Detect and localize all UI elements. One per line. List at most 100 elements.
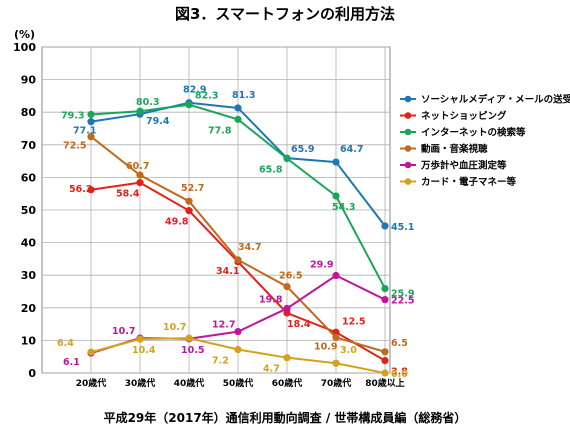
data-point: [381, 369, 389, 377]
data-label: 29.9: [310, 260, 333, 271]
data-point: [234, 345, 242, 354]
data-label: 72.5: [63, 141, 86, 152]
y-tick-label: 10: [21, 334, 37, 347]
data-label: 0.0: [391, 369, 408, 380]
chart-source-footer: 平成29年（2017年）通信利用動向調査 / 世帯構成員編（総務省）: [104, 410, 467, 425]
data-point: [185, 101, 193, 109]
data-label: 19.8: [259, 294, 283, 305]
data-label: 10.4: [132, 345, 156, 356]
data-point: [283, 283, 291, 291]
data-label: 10.7: [112, 326, 135, 337]
data-label: 10.5: [181, 345, 204, 356]
data-point: [234, 104, 242, 112]
data-label: 58.4: [116, 189, 140, 200]
legend-entry: ソーシャルメディア・メールの送受信: [421, 94, 570, 106]
series-lines: [87, 99, 389, 377]
data-label: 7.2: [212, 356, 229, 367]
x-tick-label: 50歳代: [223, 377, 254, 389]
data-label: 10.7: [163, 322, 186, 333]
legend: ソーシャルメディア・メールの送受信ネットショッピングインターネットの検索等動画・…: [400, 94, 570, 188]
y-tick-label: 20: [21, 302, 37, 315]
grid: [41, 46, 391, 374]
y-tick-label: 90: [21, 74, 37, 87]
data-label: 25.9: [391, 289, 414, 300]
data-label: 56.2: [69, 184, 92, 195]
data-point: [87, 133, 95, 141]
data-label: 4.7: [263, 364, 280, 375]
data-point: [136, 171, 144, 179]
y-tick-label: 0: [28, 367, 36, 380]
data-point: [381, 222, 389, 230]
x-tick-label: 70歳代: [321, 377, 352, 389]
y-tick-label: 100: [13, 41, 36, 54]
data-label: 82.3: [195, 91, 218, 102]
legend-entry: ネットショッピング: [421, 110, 507, 122]
data-label: 49.8: [165, 217, 189, 228]
data-point: [234, 256, 242, 264]
data-label: 79.4: [146, 116, 170, 127]
data-label: 64.7: [340, 144, 363, 155]
data-point: [381, 284, 389, 293]
x-tick-label: 20歳代: [76, 377, 107, 389]
data-label: 3.0: [340, 345, 357, 356]
data-point: [136, 179, 144, 187]
data-point: [332, 328, 340, 336]
legend-swatch-marker: [404, 145, 412, 152]
data-label: 54.3: [332, 202, 355, 213]
data-label: 6.1: [63, 357, 80, 368]
data-point: [332, 158, 340, 166]
legend-entry: 万歩計や血圧測定等: [420, 160, 507, 172]
y-tick-label: 40: [21, 237, 37, 250]
data-point: [234, 327, 242, 336]
y-tick-label: 80: [21, 106, 37, 119]
data-label: 65.8: [259, 164, 283, 175]
legend-entry: カード・電子マネー等: [421, 176, 517, 188]
data-label: 10.9: [314, 341, 337, 352]
x-tick-label: 80歳以上: [365, 377, 405, 389]
y-tick-label: 30: [21, 269, 37, 282]
data-label: 6.5: [391, 338, 408, 349]
data-point: [381, 357, 389, 365]
data-label: 12.7: [212, 320, 235, 331]
legend-swatch-marker: [404, 95, 412, 103]
data-label: 60.7: [126, 161, 149, 172]
data-labels: 77.1 79.4 82.9 81.3 65.9 64.7 45.1 56.2 58.4 49.8…: [57, 85, 414, 380]
data-label: 26.5: [279, 271, 302, 282]
data-label: 82.9: [183, 85, 206, 96]
data-label: 77.1: [73, 126, 96, 137]
data-label: 80.3: [136, 97, 159, 108]
data-point: [332, 192, 340, 200]
data-point: [136, 335, 144, 343]
legend-entry: 動画・音楽視聴: [421, 143, 488, 155]
data-point: [87, 348, 95, 356]
data-point: [87, 186, 95, 194]
data-label: 45.1: [391, 222, 414, 233]
legend-swatch-marker: [404, 178, 412, 185]
y-tick-label: 70: [21, 139, 37, 152]
data-point: [136, 107, 144, 115]
data-label: 12.5: [342, 316, 365, 327]
y-tick-label: 50: [21, 204, 37, 217]
data-point: [381, 348, 389, 356]
legend-entry: インターネットの検索等: [421, 127, 526, 139]
data-point: [381, 296, 389, 304]
data-label: 6.4: [57, 338, 74, 349]
data-point: [185, 207, 193, 215]
x-axis-ticks: 20歳代 30歳代 40歳代 50歳代 60歳代 70歳代 80歳以上: [76, 377, 405, 389]
data-label: 81.3: [232, 90, 255, 101]
data-point: [332, 359, 340, 367]
data-point: [87, 118, 95, 126]
legend-swatch-marker: [404, 128, 412, 136]
data-label: 65.9: [291, 144, 314, 155]
legend-swatch-marker: [404, 112, 412, 119]
data-label: 79.3: [61, 110, 84, 121]
x-tick-label: 30歳代: [125, 377, 156, 389]
data-label: 34.7: [238, 242, 261, 253]
y-axis-unit: (%): [14, 28, 35, 41]
data-label: 18.4: [287, 319, 311, 330]
data-label: 52.7: [181, 183, 204, 194]
chart-title: 図3．スマートフォンの利用方法: [175, 5, 395, 23]
data-point: [185, 197, 193, 205]
legend-swatch-marker: [404, 161, 412, 169]
